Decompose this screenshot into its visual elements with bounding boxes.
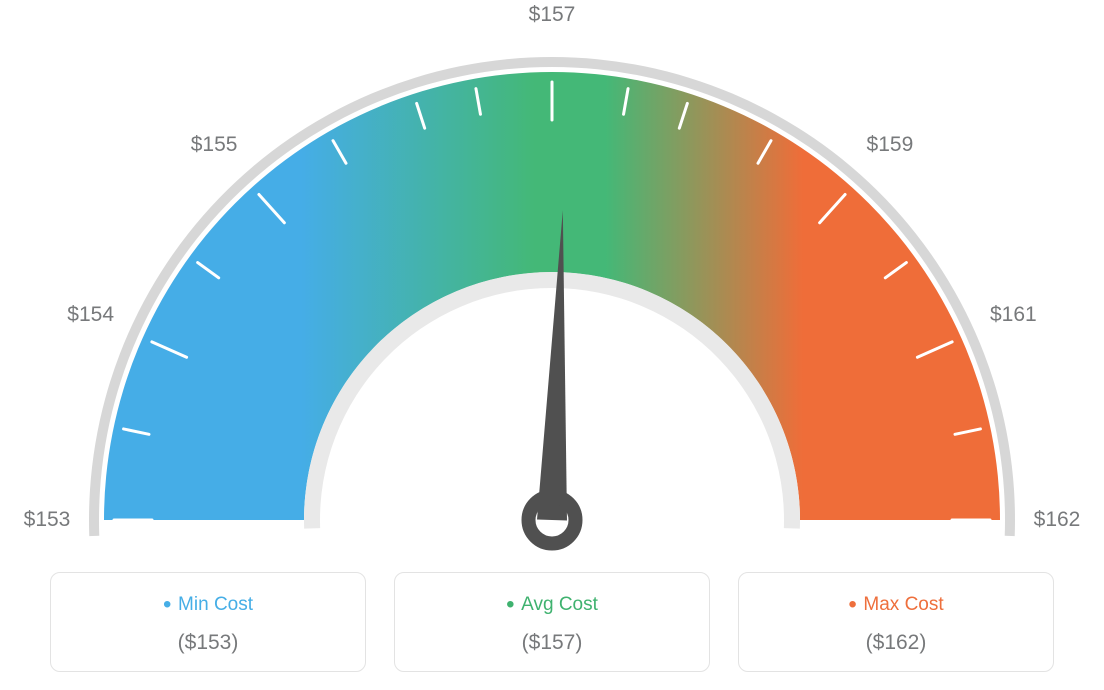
gauge-tick-label: $155	[191, 133, 238, 157]
gauge-tick-label: $153	[24, 508, 71, 532]
legend-row: Min Cost ($153) Avg Cost ($157) Max Cost…	[50, 572, 1054, 672]
legend-avg-label: Avg Cost	[405, 591, 699, 619]
gauge-tick-label: $161	[990, 303, 1037, 327]
legend-avg-value: ($157)	[405, 631, 699, 655]
gauge-tick-label: $157	[529, 3, 576, 27]
legend-avg-card: Avg Cost ($157)	[394, 572, 710, 672]
legend-min-card: Min Cost ($153)	[50, 572, 366, 672]
legend-max-label: Max Cost	[749, 591, 1043, 619]
legend-max-value: ($162)	[749, 631, 1043, 655]
legend-min-value: ($153)	[61, 631, 355, 655]
legend-min-label: Min Cost	[61, 591, 355, 619]
gauge-svg	[0, 0, 1104, 560]
cost-gauge: $153 $154 $155 $157 $159 $161 $162	[0, 0, 1104, 560]
gauge-tick-label: $162	[1034, 508, 1081, 532]
legend-max-card: Max Cost ($162)	[738, 572, 1054, 672]
gauge-tick-label: $159	[867, 133, 914, 157]
gauge-tick-label: $154	[67, 303, 114, 327]
